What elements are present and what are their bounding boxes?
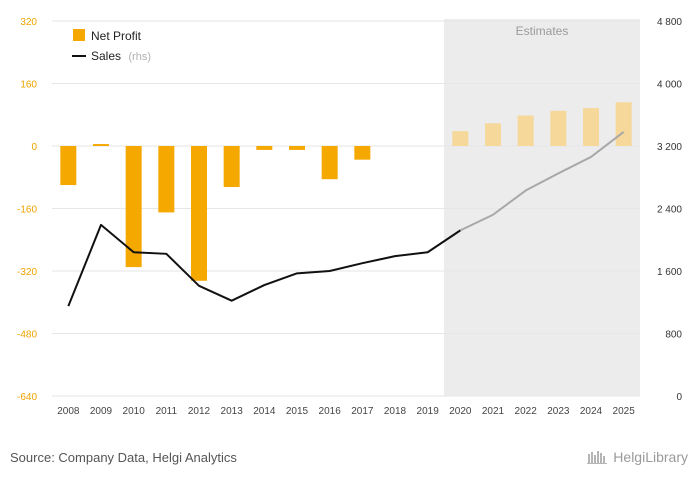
x-tick-label: 2024 — [580, 406, 603, 417]
x-tick-label: 2009 — [90, 406, 113, 417]
net-profit-bar-2011 — [158, 146, 175, 213]
right-tick-label: 0 — [676, 392, 682, 403]
net-profit-bar-2012 — [191, 146, 207, 281]
net-profit-bar-2023 — [550, 110, 567, 146]
x-tick-label: 2023 — [547, 406, 570, 417]
right-tick-label: 3 200 — [657, 142, 682, 153]
left-tick-label: 0 — [31, 142, 37, 153]
x-tick-label: 2014 — [253, 406, 276, 417]
x-tick-label: 2013 — [221, 406, 244, 417]
legend-net-profit-label: Net Profit — [91, 29, 142, 43]
x-tick-label: 2011 — [156, 406, 178, 417]
x-tick-label: 2008 — [57, 406, 80, 417]
net-profit-bar-2014 — [256, 146, 273, 150]
x-tick-label: 2019 — [417, 406, 440, 417]
left-axis-ticks: 320 160 0 -160 -320 -480 -640 — [17, 17, 37, 403]
sales-line-estimate — [459, 131, 625, 232]
x-tick-label: 2012 — [188, 406, 211, 417]
left-tick-label: -480 — [17, 330, 37, 341]
net-profit-bar-2022 — [517, 115, 534, 146]
logo-text: HelgiLibrary — [613, 449, 688, 465]
x-tick-label: 2020 — [449, 406, 472, 417]
sales-line — [67, 131, 625, 307]
net-profit-bar-2025 — [615, 102, 632, 146]
left-tick-label: -640 — [17, 392, 37, 403]
legend-sales-label: Sales — [91, 49, 121, 63]
x-tick-label: 2010 — [123, 406, 146, 417]
net-profit-bar-2017 — [354, 146, 371, 160]
right-axis-ticks: 4 800 4 000 3 200 2 400 1 600 800 0 — [657, 17, 682, 403]
x-tick-label: 2022 — [515, 406, 538, 417]
right-tick-label: 4 000 — [657, 80, 682, 91]
x-tick-label: 2018 — [384, 406, 407, 417]
left-tick-label: 320 — [20, 17, 37, 28]
right-tick-label: 800 — [665, 330, 682, 341]
gridlines — [52, 20, 640, 397]
left-tick-label: -160 — [17, 205, 37, 216]
legend-net-profit-swatch — [73, 29, 85, 41]
x-tick-label: 2017 — [351, 406, 374, 417]
right-tick-label: 2 400 — [657, 205, 682, 216]
net-profit-bars — [60, 102, 632, 281]
net-profit-bar-2013 — [223, 146, 240, 188]
net-profit-bar-2009 — [93, 144, 109, 146]
net-profit-bar-2020 — [452, 131, 469, 146]
estimates-band — [444, 19, 640, 396]
x-tick-label: 2015 — [286, 406, 309, 417]
left-tick-label: -320 — [17, 267, 37, 278]
estimates-label: Estimates — [516, 24, 569, 38]
net-profit-bar-2010 — [125, 146, 142, 268]
net-profit-bar-2008 — [60, 146, 77, 186]
x-axis-ticks: 2008 2009 2010 2011 2012 2013 2014 2015 2016 2017… — [57, 406, 635, 417]
x-tick-label: 2021 — [482, 406, 505, 417]
x-tick-label: 2025 — [613, 406, 636, 417]
left-tick-label: 160 — [20, 80, 37, 91]
x-tick-label: 2016 — [319, 406, 342, 417]
library-icon — [587, 451, 608, 464]
net-profit-bar-2021 — [485, 123, 501, 146]
net-profit-bar-2024 — [583, 108, 599, 146]
legend: Net Profit Sales (rhs) — [72, 29, 151, 63]
net-profit-bar-2015 — [289, 146, 305, 150]
net-profit-bar-2016 — [321, 146, 338, 180]
svg-text:Sales (rhs): Sales (rhs) — [91, 49, 151, 63]
source-note: Source: Company Data, Helgi Analytics — [10, 450, 237, 465]
right-tick-label: 4 800 — [657, 17, 682, 28]
right-tick-label: 1 600 — [657, 267, 682, 278]
legend-sales-suffix: (rhs) — [128, 51, 151, 63]
sales-line-actual — [67, 223, 461, 307]
helgi-library-logo: HelgiLibrary — [587, 449, 688, 465]
